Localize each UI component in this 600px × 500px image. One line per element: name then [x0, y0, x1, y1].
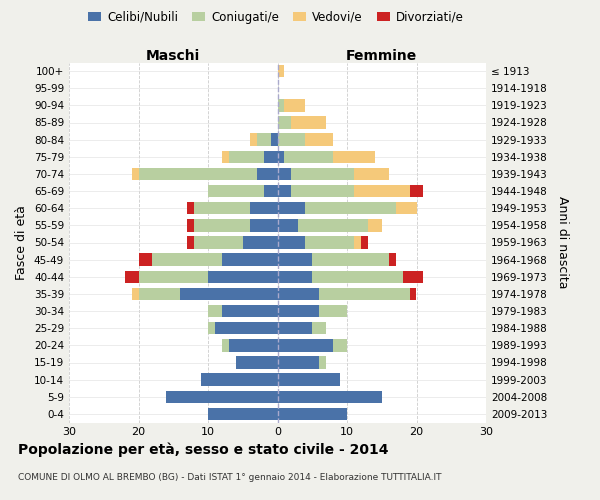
Bar [403, 270, 424, 283]
Bar [277, 288, 319, 300]
Text: Femmine: Femmine [346, 50, 418, 64]
Bar [277, 408, 347, 420]
Bar [292, 168, 354, 180]
Text: COMUNE DI OLMO AL BREMBO (BG) - Dati ISTAT 1° gennaio 2014 - Elaborazione TUTTIT: COMUNE DI OLMO AL BREMBO (BG) - Dati IST… [18, 472, 442, 482]
Bar [208, 322, 215, 334]
Bar [361, 236, 368, 248]
Text: Maschi: Maschi [146, 50, 200, 64]
Bar [250, 134, 257, 146]
Bar [194, 219, 250, 232]
Bar [277, 270, 312, 283]
Bar [139, 168, 257, 180]
Bar [201, 374, 277, 386]
Bar [222, 254, 277, 266]
Bar [139, 270, 208, 283]
Bar [263, 185, 277, 197]
Bar [263, 150, 277, 163]
Bar [292, 116, 326, 128]
Bar [305, 134, 333, 146]
Bar [277, 339, 333, 351]
Bar [319, 356, 326, 368]
Bar [305, 202, 395, 214]
Bar [271, 134, 277, 146]
Bar [125, 270, 139, 283]
Bar [215, 322, 277, 334]
Bar [187, 236, 194, 248]
Bar [284, 150, 333, 163]
Bar [250, 219, 277, 232]
Bar [222, 339, 229, 351]
Bar [229, 339, 277, 351]
Bar [139, 254, 152, 266]
Bar [395, 202, 416, 214]
Bar [354, 185, 410, 197]
Bar [277, 99, 284, 112]
Bar [166, 390, 277, 403]
Bar [187, 219, 194, 232]
Bar [312, 270, 403, 283]
Bar [277, 168, 292, 180]
Bar [208, 305, 222, 317]
Bar [333, 339, 347, 351]
Bar [277, 65, 284, 77]
Y-axis label: Anni di nascita: Anni di nascita [556, 196, 569, 289]
Bar [292, 185, 354, 197]
Bar [354, 236, 361, 248]
Bar [354, 168, 389, 180]
Text: Popolazione per età, sesso e stato civile - 2014: Popolazione per età, sesso e stato civil… [18, 442, 389, 457]
Bar [236, 356, 277, 368]
Bar [194, 236, 243, 248]
Bar [277, 150, 284, 163]
Bar [222, 150, 229, 163]
Bar [312, 254, 389, 266]
Bar [208, 185, 263, 197]
Bar [152, 254, 222, 266]
Bar [368, 219, 382, 232]
Bar [257, 134, 271, 146]
Bar [243, 236, 277, 248]
Bar [139, 288, 180, 300]
Bar [284, 99, 305, 112]
Bar [319, 288, 410, 300]
Bar [410, 288, 416, 300]
Bar [277, 322, 312, 334]
Bar [277, 374, 340, 386]
Bar [277, 202, 305, 214]
Bar [208, 270, 277, 283]
Bar [131, 288, 139, 300]
Bar [319, 305, 347, 317]
Bar [257, 168, 277, 180]
Bar [410, 185, 424, 197]
Bar [277, 116, 292, 128]
Bar [131, 168, 139, 180]
Bar [208, 408, 277, 420]
Bar [277, 134, 305, 146]
Bar [187, 202, 194, 214]
Bar [305, 236, 354, 248]
Bar [222, 305, 277, 317]
Bar [180, 288, 277, 300]
Y-axis label: Fasce di età: Fasce di età [16, 205, 28, 280]
Bar [277, 185, 292, 197]
Bar [389, 254, 395, 266]
Bar [277, 254, 312, 266]
Bar [277, 219, 298, 232]
Bar [298, 219, 368, 232]
Bar [194, 202, 250, 214]
Bar [312, 322, 326, 334]
Bar [277, 356, 319, 368]
Bar [333, 150, 375, 163]
Bar [250, 202, 277, 214]
Bar [277, 390, 382, 403]
Legend: Celibi/Nubili, Coniugati/e, Vedovi/e, Divorziati/e: Celibi/Nubili, Coniugati/e, Vedovi/e, Di… [83, 6, 469, 28]
Bar [277, 236, 305, 248]
Bar [229, 150, 263, 163]
Bar [277, 305, 319, 317]
